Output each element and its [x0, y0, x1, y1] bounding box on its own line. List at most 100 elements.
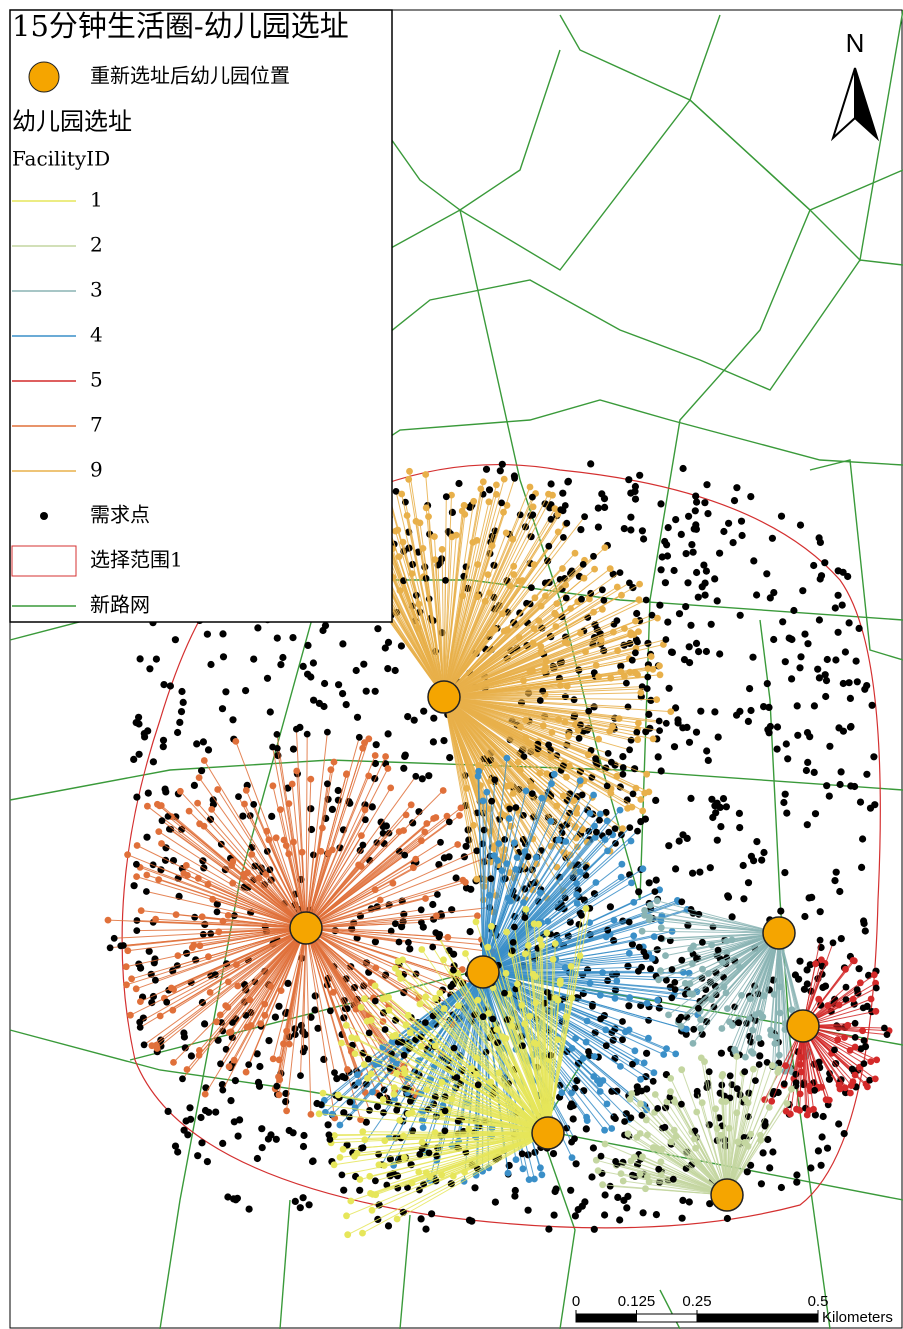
- allocated-point: [726, 1018, 733, 1026]
- allocated-point: [633, 1133, 641, 1141]
- allocated-point: [641, 789, 649, 797]
- demand-point: [706, 864, 714, 872]
- allocated-point: [285, 800, 293, 807]
- allocation-line: [443, 594, 622, 698]
- allocated-point: [327, 1007, 334, 1015]
- allocated-point: [342, 1021, 350, 1029]
- legend-facility-label: 2: [90, 233, 103, 257]
- demand-point: [194, 1152, 202, 1160]
- allocation-line: [529, 1016, 549, 1134]
- demand-point: [825, 1075, 834, 1083]
- allocated-point: [503, 928, 510, 936]
- allocated-point: [602, 933, 610, 941]
- demand-point: [672, 865, 680, 873]
- allocated-point: [731, 1046, 738, 1053]
- allocation-line: [207, 883, 307, 929]
- demand-point: [657, 566, 665, 574]
- allocation-line: [409, 471, 445, 698]
- allocated-point: [257, 1020, 265, 1027]
- demand-point: [145, 947, 153, 955]
- allocation-line: [439, 992, 549, 1134]
- allocated-point: [418, 919, 425, 926]
- demand-point: [462, 842, 470, 850]
- demand-point: [406, 945, 414, 953]
- demand-point: [371, 759, 379, 768]
- allocation-line: [443, 564, 584, 698]
- allocation-line: [305, 927, 463, 970]
- demand-point: [282, 1089, 290, 1098]
- allocation-line: [443, 545, 493, 698]
- allocation-line: [362, 1132, 549, 1149]
- allocated-point: [857, 979, 864, 987]
- allocated-point: [366, 1172, 374, 1180]
- allocated-point: [346, 1098, 354, 1106]
- allocation-line: [443, 535, 457, 698]
- demand-point: [863, 770, 871, 778]
- demand-point: [701, 499, 709, 507]
- demand-point: [171, 1142, 180, 1150]
- allocated-point: [580, 574, 588, 582]
- demand-point: [616, 1216, 624, 1224]
- allocated-point: [605, 828, 613, 836]
- demand-point: [815, 534, 823, 542]
- allocation-line: [482, 790, 527, 973]
- allocated-point: [441, 1127, 449, 1135]
- allocation-line: [443, 650, 618, 698]
- allocated-point: [714, 946, 722, 954]
- demand-point: [643, 1049, 651, 1057]
- allocation-line: [443, 672, 595, 698]
- allocation-line: [347, 1132, 549, 1236]
- demand-point: [420, 707, 428, 715]
- demand-point: [633, 1083, 641, 1091]
- allocated-point: [666, 1093, 674, 1101]
- allocation-line: [443, 652, 636, 698]
- allocation-line: [443, 696, 620, 720]
- allocated-point: [618, 591, 625, 599]
- demand-point: [598, 490, 606, 498]
- demand-point: [212, 1108, 220, 1116]
- demand-point: [821, 559, 829, 567]
- allocation-line: [283, 927, 307, 1044]
- allocated-point: [853, 986, 861, 993]
- allocation-line: [482, 971, 667, 1050]
- demand-point: [202, 1084, 210, 1092]
- allocated-point: [212, 971, 219, 978]
- allocated-point: [665, 1011, 672, 1019]
- demand-point: [729, 539, 737, 547]
- allocation-line: [482, 813, 591, 973]
- allocated-point: [200, 757, 208, 764]
- allocated-point: [883, 1031, 891, 1038]
- allocation-line: [453, 969, 549, 1134]
- road: [539, 1049, 591, 1329]
- allocated-point: [628, 656, 636, 664]
- demand-point: [645, 879, 653, 887]
- demand-point: [201, 1106, 210, 1115]
- allocated-point: [591, 565, 598, 573]
- allocated-point: [756, 1009, 764, 1017]
- demand-point: [544, 557, 552, 565]
- allocation-line: [421, 949, 549, 1134]
- allocated-point: [595, 673, 602, 681]
- allocated-point: [644, 673, 652, 681]
- allocation-line: [253, 804, 307, 929]
- allocated-point: [640, 1059, 648, 1067]
- allocated-point: [595, 735, 602, 743]
- allocation-line: [642, 930, 780, 934]
- allocated-point: [635, 943, 643, 951]
- allocated-point: [217, 1060, 224, 1068]
- allocation-line: [382, 509, 445, 698]
- allocation-line: [453, 1047, 549, 1134]
- allocated-point: [502, 529, 510, 537]
- allocated-point: [859, 1004, 867, 1012]
- legend-box: [9, 9, 393, 623]
- allocated-point: [678, 1100, 685, 1108]
- demand-point: [242, 687, 250, 695]
- allocated-point: [536, 697, 544, 704]
- demand-point: [455, 479, 463, 488]
- allocation-line: [401, 493, 445, 698]
- allocated-point: [627, 631, 635, 639]
- allocated-point: [585, 707, 593, 715]
- allocated-point: [325, 1131, 333, 1139]
- demand-point: [373, 903, 381, 911]
- allocated-point: [137, 998, 144, 1005]
